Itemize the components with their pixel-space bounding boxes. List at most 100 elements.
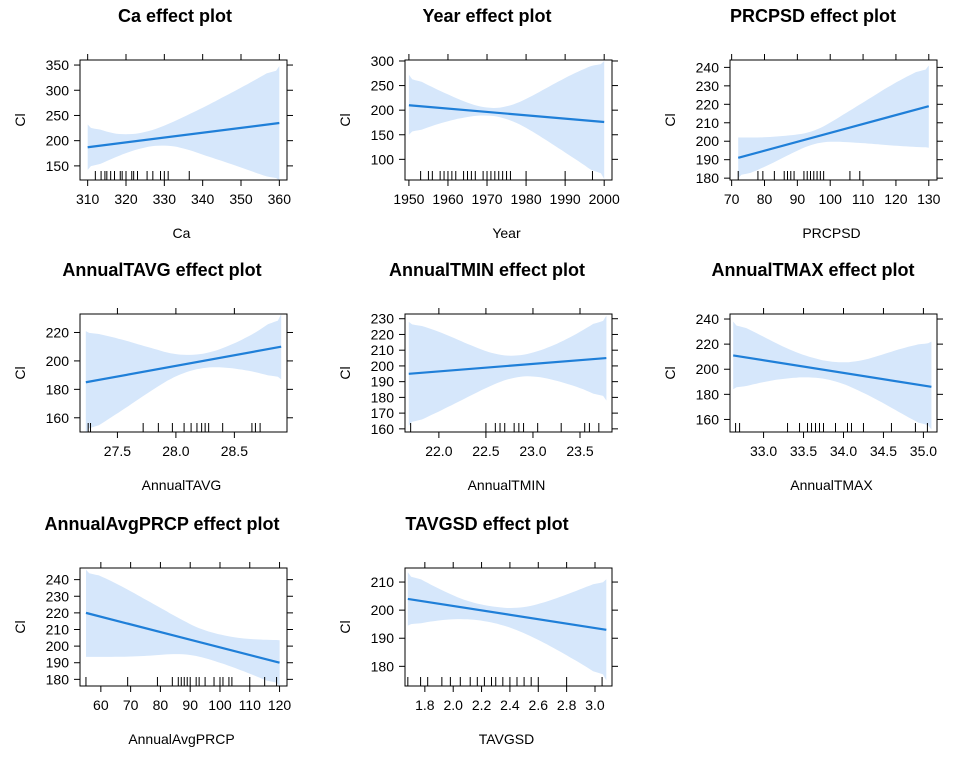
confidence-band <box>87 66 280 180</box>
x-tick-label: 100 <box>819 191 843 207</box>
x-tick-label: 34.5 <box>870 443 897 459</box>
y-tick-label: 250 <box>46 107 70 123</box>
x-tick-label: 130 <box>917 191 941 207</box>
confidence-band <box>86 569 280 686</box>
y-tick-label: 200 <box>46 133 70 149</box>
plot-frame <box>79 567 288 687</box>
x-tick-label: 23.5 <box>566 443 593 459</box>
y-tick-label: 160 <box>371 421 395 437</box>
y-tick-label: 300 <box>371 53 395 69</box>
y-tick-label: 180 <box>46 671 70 687</box>
plot-title: AnnualTAVG effect plot <box>62 260 261 280</box>
y-axis-label: Cl <box>662 113 678 126</box>
y-tick-label: 300 <box>46 82 70 98</box>
fitted-line <box>408 356 607 375</box>
x-tick-label: 2.2 <box>472 697 492 713</box>
effect-plot-prcpsd: 70 80 90 100 110 120 130 180 190 200 210 220 230 240 P… <box>662 6 943 241</box>
y-tick-label: 170 <box>371 405 395 421</box>
y-tick-label: 350 <box>46 57 70 73</box>
x-tick-label: 2000 <box>589 191 620 207</box>
x-tick-label: 120 <box>884 191 908 207</box>
x-tick-label: 360 <box>268 191 292 207</box>
x-tick-label: 33.0 <box>750 443 777 459</box>
y-tick-label: 200 <box>371 358 395 374</box>
fitted-line <box>733 354 932 388</box>
x-tick-label: 1950 <box>393 191 424 207</box>
effect-plot-annualtmin: 22.0 22.5 23.0 23.5 160170180190200210220230… <box>337 260 618 493</box>
rug <box>410 423 600 432</box>
y-tick-label: 220 <box>46 324 70 340</box>
x-tick-label: 23.0 <box>519 443 546 459</box>
y-tick-label: 220 <box>371 326 395 342</box>
x-tick-label: 22.0 <box>425 443 452 459</box>
rug <box>735 423 928 432</box>
y-tick-label: 240 <box>696 59 720 75</box>
plot-title: AnnualTMAX effect plot <box>712 260 915 280</box>
x-tick-label: 27.5 <box>104 443 131 459</box>
x-tick-label: 100 <box>208 697 232 713</box>
x-tick-label: 80 <box>757 191 773 207</box>
y-axis-label: Cl <box>337 620 353 633</box>
x-tick-label: 1970 <box>471 191 502 207</box>
plot-title: TAVGSD effect plot <box>405 514 568 534</box>
fitted-line <box>85 345 282 384</box>
x-axis-label: Year <box>492 225 521 241</box>
rug <box>94 171 190 180</box>
plot-frame <box>404 59 613 181</box>
plot-title: Ca effect plot <box>118 6 232 26</box>
effect-plot-annualtavg: 27.5 28.0 28.5 160 180 200 220 AnnualTAVG effec… <box>12 260 293 493</box>
x-tick-label: 320 <box>114 191 138 207</box>
x-axis-label: Ca <box>173 225 191 241</box>
y-tick-label: 160 <box>696 411 720 427</box>
y-tick-label: 230 <box>696 78 720 94</box>
confidence-band <box>85 314 282 432</box>
y-tick-label: 180 <box>371 389 395 405</box>
y-tick-label: 200 <box>46 638 70 654</box>
plot-frame <box>729 59 938 181</box>
y-tick-label: 100 <box>371 151 395 167</box>
y-tick-label: 190 <box>371 630 395 646</box>
y-tick-label: 210 <box>371 342 395 358</box>
x-tick-label: 33.5 <box>790 443 817 459</box>
y-tick-label: 220 <box>696 336 720 352</box>
effect-plot-year: 1950 1960 1970 1980 1990 2000 100 150 200 250 300 Y… <box>337 6 620 241</box>
x-tick-label: 2.6 <box>529 697 549 713</box>
confidence-band <box>733 321 932 430</box>
y-tick-label: 250 <box>371 78 395 94</box>
confidence-band <box>408 315 607 426</box>
y-axis-label: Cl <box>337 113 353 126</box>
x-tick-label: 350 <box>229 191 253 207</box>
plot-frame <box>79 313 288 433</box>
y-tick-label: 200 <box>696 361 720 377</box>
rug <box>87 423 261 432</box>
x-axis-label: AnnualAvgPRCP <box>128 731 234 747</box>
y-tick-label: 210 <box>696 115 720 131</box>
fitted-line <box>85 611 280 664</box>
confidence-band <box>407 572 607 681</box>
effect-plot-tavgsd: 1.8 2.0 2.2 2.4 2.6 2.8 3.0 180 190 200 210 TAVGSD … <box>337 514 618 747</box>
plot-frame <box>729 313 938 433</box>
x-tick-label: 120 <box>268 697 292 713</box>
y-axis-label: Cl <box>337 366 353 379</box>
y-tick-label: 180 <box>371 658 395 674</box>
plot-frame <box>404 313 613 433</box>
x-tick-label: 80 <box>153 697 169 713</box>
x-tick-label: 2.8 <box>557 697 577 713</box>
x-tick-label: 35.0 <box>910 443 937 459</box>
x-tick-label: 1980 <box>510 191 541 207</box>
x-axis-label: PRCPSD <box>802 225 860 241</box>
plot-frame <box>404 567 613 687</box>
plot-title: Year effect plot <box>422 6 551 26</box>
x-axis-label: AnnualTAVG <box>142 477 222 493</box>
x-tick-label: 2.4 <box>500 697 520 713</box>
x-tick-label: 110 <box>852 191 875 207</box>
plot-title: AnnualTMIN effect plot <box>389 260 585 280</box>
fitted-line <box>408 104 605 124</box>
y-axis-label: Cl <box>662 366 678 379</box>
plot-title: AnnualAvgPRCP effect plot <box>44 514 279 534</box>
x-tick-label: 70 <box>123 697 139 713</box>
y-tick-label: 190 <box>371 374 395 390</box>
x-tick-label: 70 <box>724 191 740 207</box>
y-tick-label: 160 <box>46 410 70 426</box>
